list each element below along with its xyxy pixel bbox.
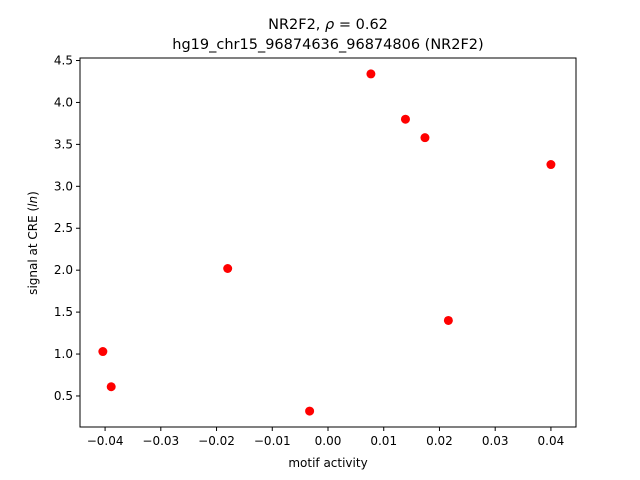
y-tick-label: 1.0 (54, 347, 73, 361)
y-tick-label: 4.0 (54, 95, 73, 109)
axis-ticks: −0.04 −0.03 −0.02 −0.01 0.00 0.01 0.02 0.03 0.04… (54, 54, 564, 448)
data-point (305, 406, 315, 416)
x-tick-label: −0.01 (254, 434, 291, 448)
x-tick-label: 0.01 (370, 434, 397, 448)
data-point (420, 133, 430, 143)
x-tick-label: 0.02 (426, 434, 453, 448)
data-points (98, 69, 556, 416)
x-tick-label: 0.04 (538, 434, 565, 448)
y-tick-label: 3.0 (54, 179, 73, 193)
y-tick-label: 3.5 (54, 137, 73, 151)
plot-frame (79, 57, 577, 428)
y-tick-label: 4.5 (54, 54, 73, 68)
y-tick-label: 2.5 (54, 221, 73, 235)
y-tick-label: 1.5 (54, 305, 73, 319)
chart-title-line2: hg19_chr15_96874636_96874806 (NR2F2) (172, 37, 483, 53)
x-tick-label: −0.04 (87, 434, 124, 448)
y-tick-label: 0.5 (54, 389, 73, 403)
y-axis-label: signal at CRE (ln) (26, 191, 40, 295)
data-point (400, 114, 410, 124)
data-point (106, 382, 116, 392)
x-axis-label: motif activity (288, 456, 367, 470)
y-tick-label: 2.0 (54, 263, 73, 277)
x-tick-label: 0.03 (482, 434, 509, 448)
chart-title-line1: NR2F2, ρ = 0.62 (268, 17, 388, 33)
data-point (98, 347, 108, 357)
x-tick-label: −0.02 (198, 434, 235, 448)
x-tick-label: 0.00 (315, 434, 342, 448)
x-tick-label: −0.03 (142, 434, 179, 448)
data-point (223, 263, 233, 273)
data-point (366, 69, 376, 79)
data-point (546, 160, 556, 170)
data-point (443, 315, 453, 325)
